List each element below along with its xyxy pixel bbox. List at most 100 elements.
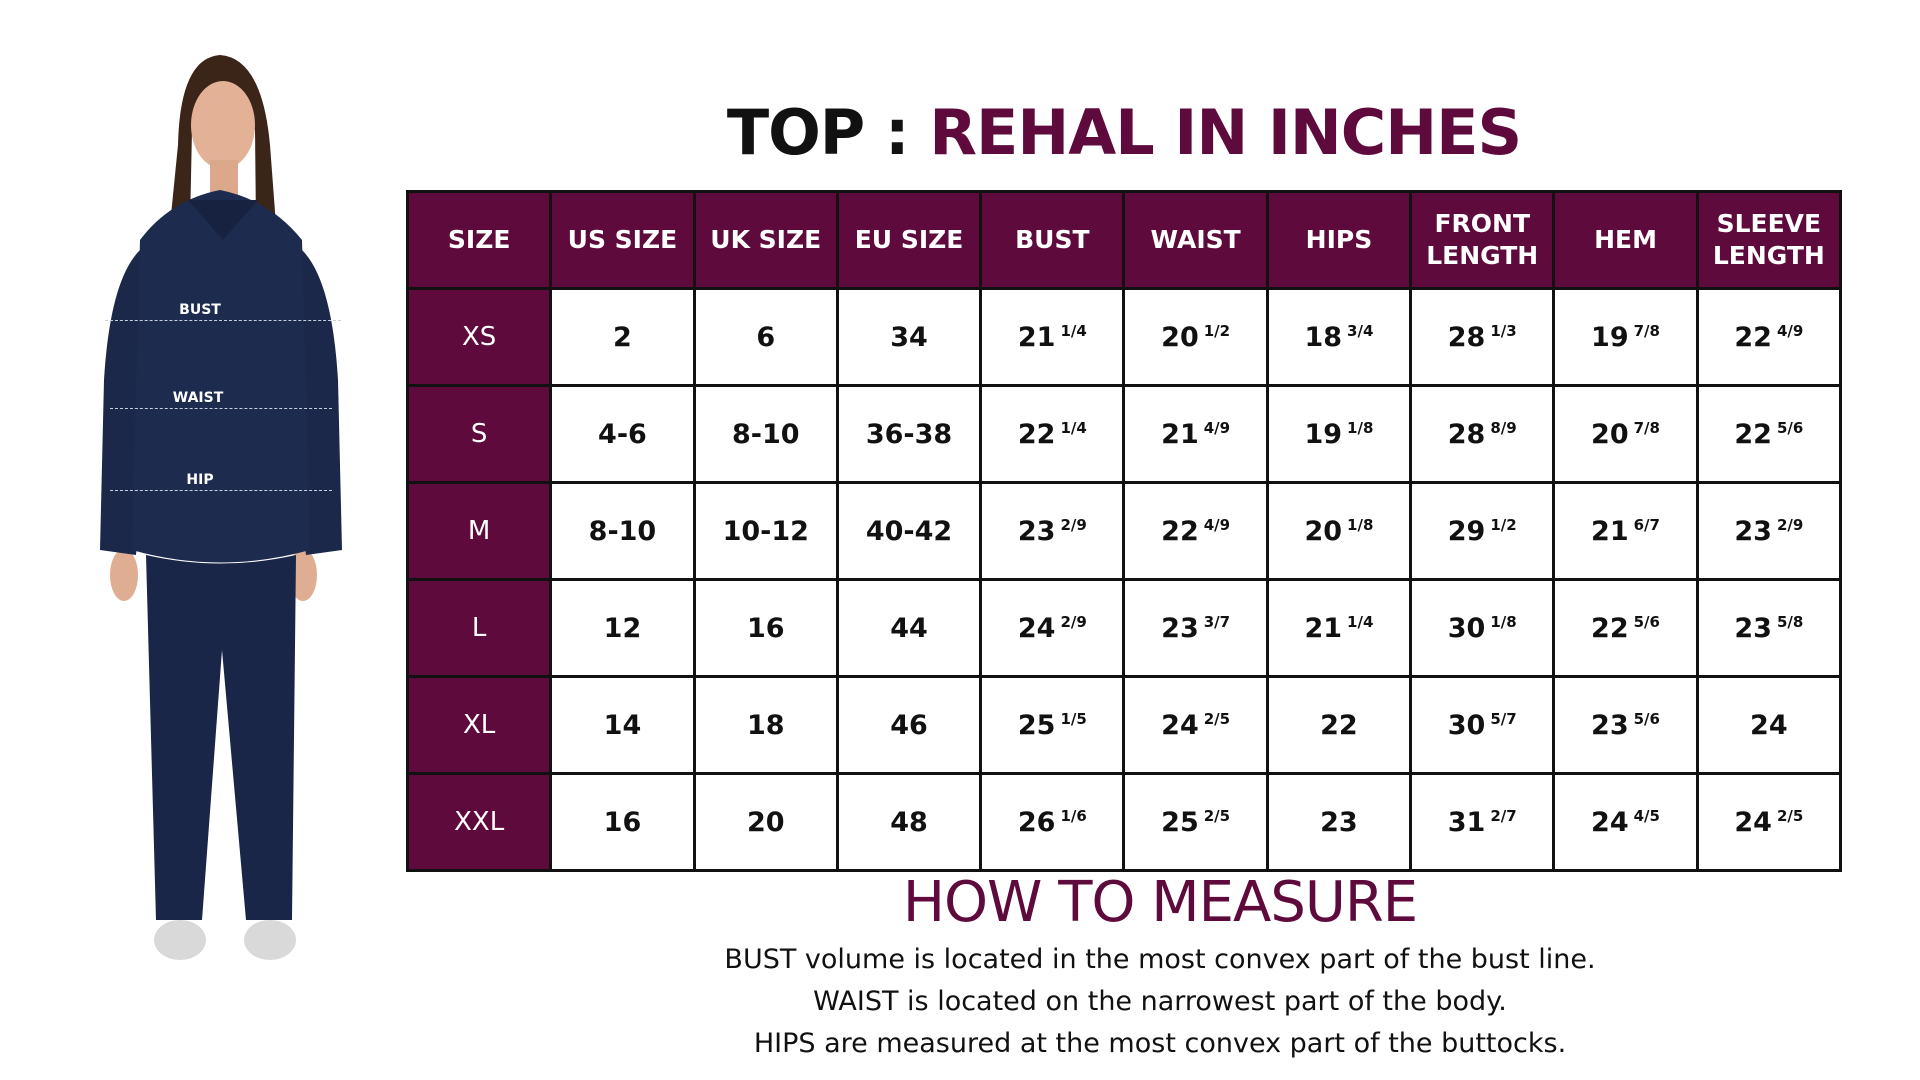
measurement-whole: 22 — [1591, 612, 1629, 644]
measurement-cell: 2 — [549, 287, 696, 387]
column-header-label: HIPS — [1305, 225, 1373, 254]
measurement-cell: 31 2/7 — [1409, 772, 1556, 872]
measurement-cell: 24 2/5 — [1122, 675, 1269, 775]
size-chart-table: SIZE US SIZE UK SIZE EU SIZE BUST WAIST HIPS FR… — [405, 190, 1843, 872]
measurement-cell: 10-12 — [692, 481, 839, 581]
measurement-whole: 2 — [613, 321, 632, 353]
measurement-cell: 25 2/5 — [1122, 772, 1269, 872]
measurement-whole: 21 — [1304, 612, 1343, 644]
measurement-cell: 44 — [835, 578, 983, 678]
measurement-cell: 21 1/4 — [979, 287, 1126, 387]
column-header-label: US SIZE — [567, 225, 678, 254]
measurement-cell: 16 — [692, 578, 839, 678]
measurement-whole: 22 — [1161, 515, 1199, 547]
table-body: XS 2 6 34 21 1/4 20 1/2 18 3/4 28 1/3 19 7/8 22 4/9 S 4-6… — [405, 287, 1843, 872]
measurement-whole: 26 — [1017, 806, 1056, 838]
measurement-cell: 22 4/9 — [1695, 287, 1843, 387]
table-row: S 4-6 8-10 36-38 22 1/4 21 4/9 19 1/8 28 8/9 20 7/8 22… — [405, 384, 1843, 484]
column-header-label: HEM — [1594, 225, 1657, 254]
measurement-whole: 29 — [1447, 515, 1486, 547]
table-row: M 8-10 10-12 40-42 23 2/9 22 4/9 20 1/8 29 1/2 21 6/7… — [405, 481, 1843, 581]
measurement-whole: 14 — [603, 709, 642, 741]
column-header-label: LENGTH — [1712, 241, 1825, 270]
measurement-cell: 30 1/8 — [1409, 578, 1556, 678]
measurement-fraction: 2/9 — [1060, 515, 1087, 534]
column-header: SLEEVE LENGTH — [1695, 190, 1843, 290]
column-header: SIZE — [405, 190, 553, 290]
measurement-cell: 16 — [549, 772, 696, 872]
measurement-cell: 23 — [1265, 772, 1413, 872]
column-header: US SIZE — [549, 190, 696, 290]
measurement-whole: 18 — [1304, 321, 1343, 353]
measurement-whole: 36-38 — [865, 418, 953, 450]
measurement-fraction: 1/8 — [1347, 418, 1374, 437]
measurement-cell: 28 1/3 — [1409, 287, 1556, 387]
table-row: XL 14 18 46 25 1/5 24 2/5 22 30 5/7 23 5/6 24 — [405, 675, 1843, 775]
measurement-fraction: 2/5 — [1203, 806, 1231, 825]
measurement-whole: 34 — [890, 321, 928, 353]
size-label: XS — [405, 287, 553, 387]
measurement-fraction: 5/6 — [1633, 709, 1660, 728]
measurement-whole: 19 — [1304, 418, 1343, 450]
measurement-cell: 4-6 — [549, 384, 696, 484]
measurement-whole: 24 — [1591, 806, 1629, 838]
measurement-fraction: 2/9 — [1776, 515, 1804, 534]
measurement-whole: 24 — [1017, 612, 1056, 644]
measurement-cell: 23 5/6 — [1552, 675, 1699, 775]
measurement-whole: 18 — [746, 709, 785, 741]
bust-label: BUST — [179, 302, 221, 318]
measurement-cell: 20 7/8 — [1552, 384, 1699, 484]
measurement-whole: 22 — [1320, 709, 1358, 741]
measurement-cell: 25 1/5 — [979, 675, 1126, 775]
measurement-whole: 20 — [1161, 321, 1199, 353]
measurement-cell: 29 1/2 — [1409, 481, 1556, 581]
measurement-cell: 30 5/7 — [1409, 675, 1556, 775]
measurement-cell: 28 8/9 — [1409, 384, 1556, 484]
page-title: TOP : REHAL IN INCHES — [406, 88, 1842, 178]
measurement-cell: 19 1/8 — [1265, 384, 1413, 484]
measurement-fraction: 2/9 — [1060, 612, 1087, 631]
column-header-label: FRONT — [1434, 209, 1530, 238]
measurement-cell: 23 2/9 — [1695, 481, 1843, 581]
measurement-whole: 40-42 — [865, 515, 953, 547]
measurement-whole: 28 — [1447, 321, 1486, 353]
measurement-fraction: 1/3 — [1490, 321, 1517, 340]
column-header-label: SIZE — [447, 225, 511, 254]
measurement-cell: 24 4/5 — [1552, 772, 1699, 872]
measurement-fraction: 1/4 — [1347, 612, 1374, 631]
hip-label: HIP — [186, 472, 214, 488]
measurement-whole: 28 — [1447, 418, 1486, 450]
measurement-whole: 23 — [1320, 806, 1358, 838]
column-header: FRONT LENGTH — [1409, 190, 1556, 290]
measurement-cell: 24 — [1695, 675, 1843, 775]
measurement-whole: 30 — [1447, 709, 1486, 741]
measurement-fraction: 8/9 — [1490, 418, 1517, 437]
column-header: UK SIZE — [692, 190, 839, 290]
measurement-whole: 21 — [1591, 515, 1629, 547]
measurement-fraction: 1/8 — [1347, 515, 1374, 534]
measurement-cell: 23 3/7 — [1122, 578, 1269, 678]
measurement-fraction: 4/9 — [1203, 418, 1231, 437]
measurement-whole: 24 — [1734, 806, 1772, 838]
measurement-cell: 22 4/9 — [1122, 481, 1269, 581]
title-prefix: TOP : — [726, 96, 910, 169]
measurement-fraction: 5/6 — [1776, 418, 1804, 437]
measurement-cell: 22 5/6 — [1695, 384, 1843, 484]
measurement-cell: 21 4/9 — [1122, 384, 1269, 484]
measurement-whole: 16 — [746, 612, 785, 644]
waist-line — [110, 408, 332, 409]
size-label: S — [405, 384, 553, 484]
measurement-fraction: 1/2 — [1203, 321, 1231, 340]
measurement-fraction: 3/4 — [1347, 321, 1374, 340]
measurement-cell: 21 6/7 — [1552, 481, 1699, 581]
measurement-whole: 10-12 — [722, 515, 809, 547]
measurement-fraction: 1/8 — [1490, 612, 1517, 631]
hips-instruction: HIPS are measured at the most convex par… — [753, 1028, 1567, 1059]
measurement-whole: 20 — [1591, 418, 1629, 450]
bust-line — [105, 320, 341, 321]
measurement-fraction: 1/2 — [1490, 515, 1517, 534]
measurement-whole: 48 — [890, 806, 928, 838]
measurement-whole: 8-10 — [731, 418, 800, 450]
measurement-whole: 31 — [1447, 806, 1486, 838]
waist-label: WAIST — [172, 390, 224, 406]
